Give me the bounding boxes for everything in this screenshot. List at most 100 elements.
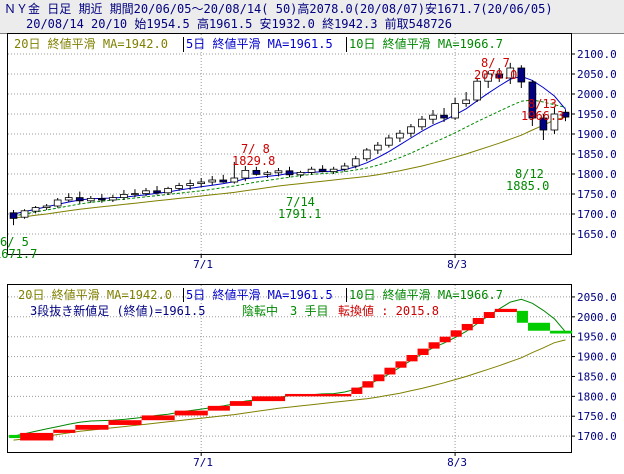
annotation-0813-date: 8/13 xyxy=(528,97,557,111)
candle-up xyxy=(109,197,117,201)
candle-down xyxy=(528,81,537,119)
annotation-0812-value: 1885.0 xyxy=(506,179,549,193)
candle-up xyxy=(208,179,217,183)
y-tick-label: 1900.0 xyxy=(577,351,617,364)
candle-up xyxy=(263,172,272,175)
upper-y-axis: 2100.0 2050.0 2000.0 1950.0 1900.0 1850.0 1800… xyxy=(571,48,617,241)
upper-plot-frame xyxy=(7,33,572,255)
y-tick-label: 2000.0 xyxy=(577,88,617,101)
candle-up xyxy=(396,132,404,139)
annotation-start-value: 1671.7 xyxy=(0,247,37,261)
upper-candles xyxy=(9,62,570,226)
brick-up xyxy=(362,381,374,388)
candle-down xyxy=(98,197,106,201)
candle-up xyxy=(329,168,338,172)
y-tick-label: 1850.0 xyxy=(577,148,617,161)
brick-up xyxy=(351,387,363,394)
candle-up xyxy=(53,199,62,207)
candle-down xyxy=(75,197,84,202)
y-tick-label: 1900.0 xyxy=(577,128,617,141)
candle-down xyxy=(539,117,548,131)
brick-up xyxy=(207,405,230,411)
new-price-info: 3段抜き新値足 (終値)=1961.5 陰転中 3 手目 転換値 : 2015.… xyxy=(30,303,439,318)
candle-up xyxy=(31,207,40,212)
brick-down xyxy=(9,434,21,439)
candle-up xyxy=(230,177,239,183)
brick-up xyxy=(450,330,462,337)
y-tick-label: 1950.0 xyxy=(577,108,617,121)
candle-down xyxy=(495,73,504,79)
brick-up xyxy=(472,318,484,324)
annotation-0812-date: 8/12 xyxy=(515,167,544,181)
x-tick-label: 8/3 xyxy=(447,258,467,271)
y-tick-label: 1800.0 xyxy=(577,168,617,181)
brick-up xyxy=(285,393,352,397)
legend-ma10: 10日 終値平滑 MA=1966.7 xyxy=(349,36,503,51)
y-tick-label: 1800.0 xyxy=(577,390,617,403)
candle-up xyxy=(42,205,51,208)
candle-down xyxy=(153,190,161,194)
legend-ma20: 20日 終値平滑 MA=1942.0 xyxy=(14,36,168,51)
brick-up xyxy=(53,429,76,433)
lower-legend-ma10: 10日 終値平滑 MA=1966.7 xyxy=(349,287,503,302)
brick-up xyxy=(141,415,175,421)
y-tick-label: 2000.0 xyxy=(577,311,617,324)
candle-up xyxy=(64,197,73,201)
lower-legend-ma20: 20日 終値平滑 MA=1942.0 xyxy=(18,287,172,302)
candle-down xyxy=(252,169,261,175)
brick-up xyxy=(251,396,286,402)
y-tick-label: 1700.0 xyxy=(577,430,617,443)
ma10-line xyxy=(13,99,566,217)
y-tick-label: 1950.0 xyxy=(577,331,617,344)
annotation-0714-value: 1791.1 xyxy=(278,207,321,221)
y-tick-label: 2050.0 xyxy=(577,68,617,81)
candle-up xyxy=(131,193,139,196)
x-tick-label: 7/1 xyxy=(193,258,213,271)
candle-up xyxy=(351,158,360,167)
candle-up xyxy=(550,113,559,131)
candle-up xyxy=(20,210,29,218)
y-tick-label: 1700.0 xyxy=(577,208,617,221)
candle-up xyxy=(186,183,194,187)
candle-up xyxy=(340,165,349,170)
candle-up xyxy=(296,171,305,176)
y-tick-label: 1750.0 xyxy=(577,410,617,423)
candle-down xyxy=(9,212,18,219)
candle-up xyxy=(385,137,393,146)
candle-up xyxy=(429,114,437,120)
brick-up xyxy=(373,374,385,382)
y-tick-label: 1650.0 xyxy=(577,228,617,241)
annotation-0813-value: 1966.3 xyxy=(521,109,564,123)
x-tick-label: 8/3 xyxy=(447,456,467,469)
annotation-0807-value: 2078.0 xyxy=(474,68,517,82)
candle-up xyxy=(241,169,250,179)
y-tick-label: 2100.0 xyxy=(577,48,617,61)
upper-x-axis: 7/1 8/3 xyxy=(193,254,467,271)
candle-up xyxy=(142,190,150,195)
candle-up xyxy=(175,185,183,189)
candle-up xyxy=(407,126,415,134)
new-price-reversal: 転換値 : 2015.8 xyxy=(338,303,439,318)
brick-down xyxy=(550,330,573,334)
brick-up xyxy=(461,323,473,331)
header-line2: 20/08/14 20/10 始1954.5 高1961.5 安1932.0 終… xyxy=(26,16,452,31)
brick-up xyxy=(75,424,109,430)
annotation-0714-date: 7/14 xyxy=(286,195,315,209)
lower-gridlines xyxy=(8,285,571,452)
lower-plot-frame xyxy=(7,284,572,453)
candle-down xyxy=(517,67,526,83)
x-tick-label: 7/1 xyxy=(193,456,213,469)
candle-up xyxy=(86,197,95,202)
brick-up xyxy=(439,336,451,343)
y-tick-label: 1850.0 xyxy=(577,370,617,383)
candle-down xyxy=(219,179,228,183)
candle-up xyxy=(451,103,459,119)
annotation-start-date: 6/ 5 xyxy=(0,235,29,249)
candle-up xyxy=(197,181,206,184)
new-price-state: 陰転中 xyxy=(242,303,278,318)
brick-up xyxy=(483,312,495,319)
y-tick-label: 1750.0 xyxy=(577,188,617,201)
candle-up xyxy=(418,118,426,128)
